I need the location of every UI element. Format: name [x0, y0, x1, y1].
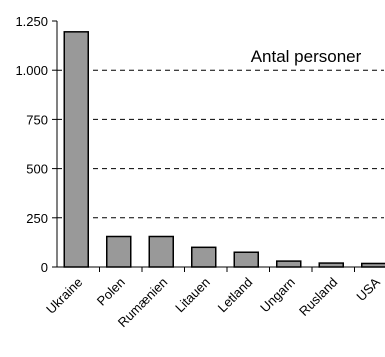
gridlines	[57, 69, 384, 219]
x-tick-label: Rusland	[296, 275, 340, 319]
bar-rusland	[318, 262, 344, 268]
y-tick-label: 250	[26, 211, 48, 226]
y-tick-label: 1.000	[15, 63, 48, 78]
x-tick-label: Ukraine	[43, 275, 85, 317]
bar-rumænien	[148, 235, 174, 268]
chart-title: Antal personer	[251, 47, 362, 66]
bars	[63, 31, 385, 268]
axes	[52, 20, 384, 272]
x-tick-label: Litauen	[172, 275, 213, 316]
bar-usa	[361, 262, 385, 268]
x-tick-label: Ungarn	[257, 275, 298, 316]
y-tick-label: 0	[41, 260, 48, 275]
bar-ungarn	[276, 260, 302, 268]
x-tick-label: Letland	[215, 275, 256, 316]
x-tick-label: USA	[353, 274, 383, 304]
bar-polen	[106, 235, 132, 268]
y-tick-label: 500	[26, 162, 48, 177]
bar-letland	[233, 251, 259, 268]
y-tick-label: 750	[26, 112, 48, 127]
bar-litauen	[191, 246, 217, 268]
bar-ukraine	[63, 31, 89, 268]
x-tick-label: Polen	[94, 275, 128, 309]
y-tick-label: 1.250	[15, 14, 48, 29]
